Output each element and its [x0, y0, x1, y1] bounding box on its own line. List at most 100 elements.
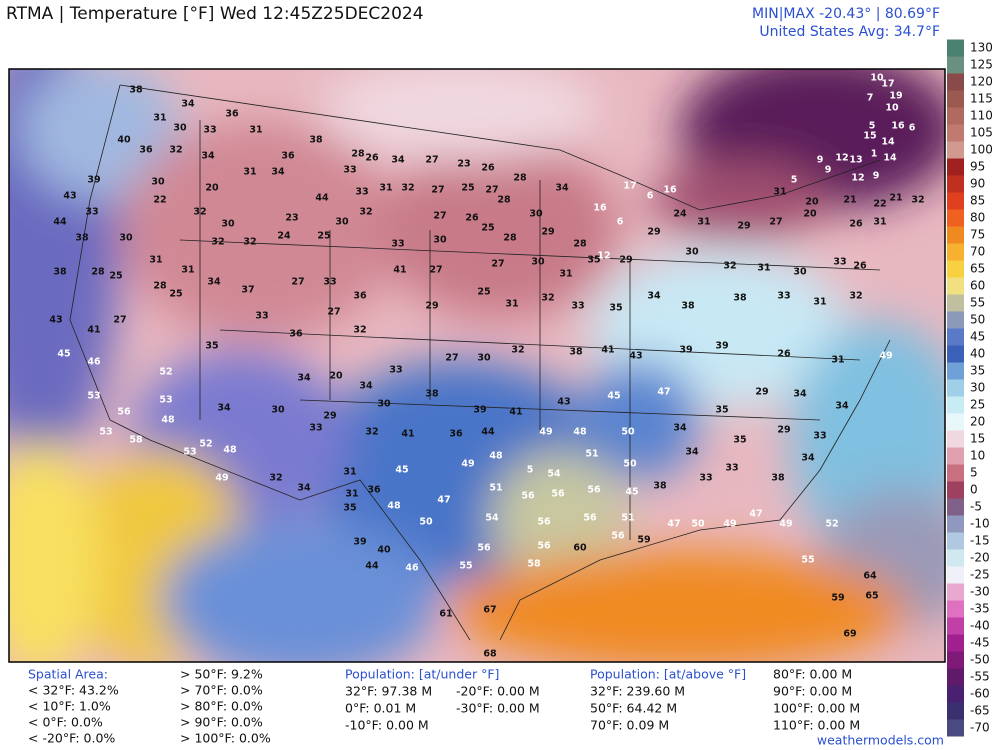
- station-temp: 56: [477, 543, 491, 554]
- colorbar-cell: [947, 90, 964, 108]
- station-temp: 20: [329, 371, 343, 382]
- station-temp: 35: [343, 503, 356, 514]
- station-temp: 30: [119, 233, 133, 244]
- colorbar-cell: [947, 107, 964, 125]
- colorbar-label: 125: [970, 58, 993, 72]
- station-temp: 39: [679, 345, 692, 356]
- station-temp: 9: [825, 165, 832, 176]
- colorbar-cell: [947, 600, 964, 618]
- station-temp: 29: [647, 227, 660, 238]
- station-temp: 51: [489, 483, 502, 494]
- colorbar-label: -25: [970, 568, 990, 582]
- station-temp: 33: [833, 257, 846, 268]
- station-temp: 38: [733, 293, 747, 304]
- station-temp: 34: [555, 183, 569, 194]
- station-temp: 6: [617, 217, 624, 228]
- station-temp: 32: [365, 427, 378, 438]
- station-temp: 27: [327, 307, 340, 318]
- station-temp: 34: [271, 167, 285, 178]
- station-temp: 45: [625, 487, 638, 498]
- colorbar-label: -55: [970, 670, 990, 684]
- station-temp: 38: [53, 267, 67, 278]
- colorbar-cell: [947, 719, 964, 737]
- station-temp: 24: [277, 231, 291, 242]
- footer-stat: 0°F: 0.01 M: [345, 701, 416, 716]
- colorbar-label: -30: [970, 585, 990, 599]
- station-temp: 34: [647, 291, 661, 302]
- colorbar-label: 75: [970, 228, 985, 242]
- colorbar-cell: [947, 192, 964, 210]
- station-temp: 38: [653, 481, 667, 492]
- station-temp: 36: [289, 329, 303, 340]
- station-temp: 26: [365, 153, 379, 164]
- station-temp: 34: [297, 483, 311, 494]
- station-temp: 35: [715, 405, 728, 416]
- station-temp: 54: [547, 469, 561, 480]
- footer-stat: < 32°F: 43.2%: [28, 683, 119, 698]
- station-temp: 22: [873, 199, 886, 210]
- station-temp: 26: [853, 261, 867, 272]
- station-temp: 27: [291, 277, 304, 288]
- station-temp: 7: [867, 93, 874, 104]
- station-temp: 43: [629, 351, 642, 362]
- station-temp: 59: [637, 535, 650, 546]
- station-temp: 47: [437, 495, 450, 506]
- station-temp: 27: [429, 265, 442, 276]
- station-temp: 39: [473, 405, 486, 416]
- station-temp: 43: [557, 397, 570, 408]
- station-temp: 49: [215, 473, 228, 484]
- station-temp: 31: [149, 255, 162, 266]
- min-max: MIN|MAX -20.43° | 80.69°F: [752, 6, 940, 22]
- station-temp: 36: [225, 109, 239, 120]
- station-temp: 27: [425, 155, 438, 166]
- station-temp: 39: [353, 537, 366, 548]
- station-temp: 20: [805, 197, 819, 208]
- colorbar-cell: [947, 549, 964, 567]
- station-temp: 26: [849, 219, 863, 230]
- station-temp: 5: [527, 465, 534, 476]
- station-temp: 33: [389, 365, 402, 376]
- colorbar-cell: [947, 328, 964, 346]
- station-temp: 27: [431, 185, 444, 196]
- station-temp: 32: [243, 237, 256, 248]
- colorbar-cell: [947, 668, 964, 686]
- station-temp: 29: [737, 221, 750, 232]
- station-temp: 58: [129, 435, 143, 446]
- colorbar-label: 10: [970, 449, 985, 463]
- station-temp: 56: [521, 491, 535, 502]
- pop-above-title: Population: [at/above °F]: [590, 667, 746, 682]
- colorbar-cell: [947, 396, 964, 414]
- colorbar-label: 120: [970, 75, 993, 89]
- station-temp: 50: [623, 459, 637, 470]
- station-temp: 55: [801, 555, 814, 566]
- colorbar-label: 5: [970, 466, 978, 480]
- station-temp: 68: [483, 649, 497, 660]
- station-temp: 30: [335, 217, 349, 228]
- footer-stat: < -20°F: 0.0%: [28, 731, 115, 746]
- station-temp: 45: [395, 465, 408, 476]
- colorbar-label: 0: [970, 483, 978, 497]
- colorbar-label: -10: [970, 517, 990, 531]
- colorbar-cell: [947, 685, 964, 703]
- colorbar-cell: [947, 311, 964, 329]
- station-temp: 25: [109, 271, 122, 282]
- station-temp: 17: [623, 181, 636, 192]
- station-temp: 45: [57, 349, 70, 360]
- station-temp: 9: [873, 171, 880, 182]
- colorbar-label: 70: [970, 245, 985, 259]
- footer-stat: -30°F: 0.00 M: [456, 701, 540, 716]
- footer-stat: 110°F: 0.00 M: [773, 718, 860, 733]
- station-temp: 34: [685, 447, 699, 458]
- colorbar-label: 30: [970, 381, 985, 395]
- colorbar-label: 85: [970, 194, 985, 208]
- station-temp: 33: [699, 473, 712, 484]
- station-temp: 27: [445, 353, 458, 364]
- station-temp: 48: [573, 427, 587, 438]
- station-temp: 34: [793, 389, 807, 400]
- colorbar-cell: [947, 362, 964, 380]
- station-temp: 26: [777, 349, 791, 360]
- station-temp: 34: [391, 155, 405, 166]
- station-temp: 32: [511, 345, 524, 356]
